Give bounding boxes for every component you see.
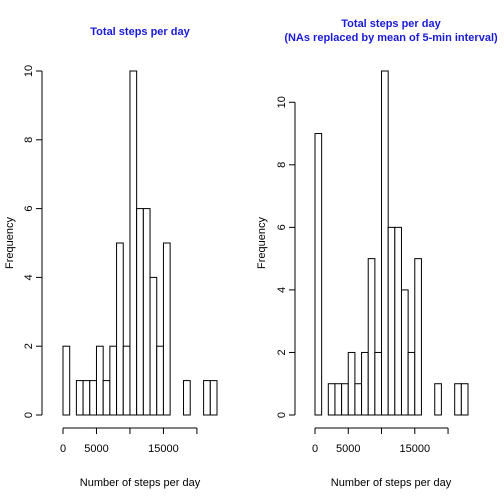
chart-subtitle: (NAs replaced by mean of 5-min interval) <box>284 32 498 44</box>
bar <box>387 226 396 416</box>
x-tick-label: 15000 <box>148 443 179 455</box>
bar <box>203 380 211 416</box>
bar <box>367 258 376 416</box>
x-tick-label: 15000 <box>399 443 430 455</box>
bar <box>361 351 369 416</box>
bar <box>314 133 323 416</box>
y-tick-label: 8 <box>23 137 35 143</box>
bar <box>136 208 144 416</box>
y-tick-label: 10 <box>23 65 35 77</box>
bar <box>374 351 383 416</box>
y-tick-label: 8 <box>276 162 288 168</box>
x-tick-label: 0 <box>312 443 318 455</box>
bar <box>454 383 462 416</box>
chart-title: Total steps per day <box>90 26 190 38</box>
x-axis-label: Number of steps per day <box>80 477 201 489</box>
y-tick-label: 4 <box>276 287 288 293</box>
y-tick-label: 4 <box>23 274 35 280</box>
bar <box>129 70 138 416</box>
x-tick-label: 5000 <box>84 443 108 455</box>
bars-group <box>62 70 218 416</box>
bar <box>347 351 356 416</box>
bar <box>142 208 151 416</box>
bar <box>414 258 422 416</box>
bar <box>434 383 442 416</box>
bar <box>407 351 416 416</box>
y-tick-label: 0 <box>276 412 288 418</box>
chart-panel-left: Total steps per day Number of steps per … <box>4 26 218 489</box>
x-tick-label: 0 <box>60 443 66 455</box>
bar <box>95 345 104 416</box>
bar <box>327 383 336 416</box>
bar <box>162 242 171 416</box>
bar <box>400 289 409 416</box>
bar <box>122 345 131 416</box>
y-tick-label: 10 <box>276 96 288 108</box>
y-tick-label: 2 <box>23 343 35 349</box>
y-tick-label: 0 <box>23 412 35 418</box>
y-tick-label: 6 <box>276 224 288 230</box>
bar <box>341 383 349 416</box>
y-axis-label: Frequency <box>4 217 16 269</box>
bar <box>381 70 389 416</box>
bar <box>334 383 343 416</box>
bar <box>102 380 111 416</box>
bar <box>82 380 91 416</box>
bar <box>460 383 469 416</box>
chart-title: Total steps per day <box>341 18 441 30</box>
bar <box>394 226 402 416</box>
bars-group <box>314 70 469 416</box>
axes-group: 0 2 4 6 8 10 0 5000 15000 <box>23 65 198 455</box>
bar <box>75 380 84 416</box>
bar <box>109 345 118 416</box>
y-tick-label: 2 <box>276 349 288 355</box>
bar <box>209 380 218 416</box>
y-tick-label: 6 <box>23 206 35 212</box>
x-tick-label: 5000 <box>336 443 360 455</box>
bar <box>89 380 97 416</box>
axes-group: 0 2 4 6 8 10 0 5000 15000 <box>276 96 449 455</box>
bar <box>149 276 158 416</box>
y-axis-label: Frequency <box>256 217 268 269</box>
bar <box>116 242 124 416</box>
bar <box>62 345 71 416</box>
bar <box>183 380 191 416</box>
x-axis-label: Number of steps per day <box>331 477 452 489</box>
bar <box>354 383 363 416</box>
bar <box>156 345 164 416</box>
chart-panel-right: Total steps per day (NAs replaced by mea… <box>256 18 498 489</box>
